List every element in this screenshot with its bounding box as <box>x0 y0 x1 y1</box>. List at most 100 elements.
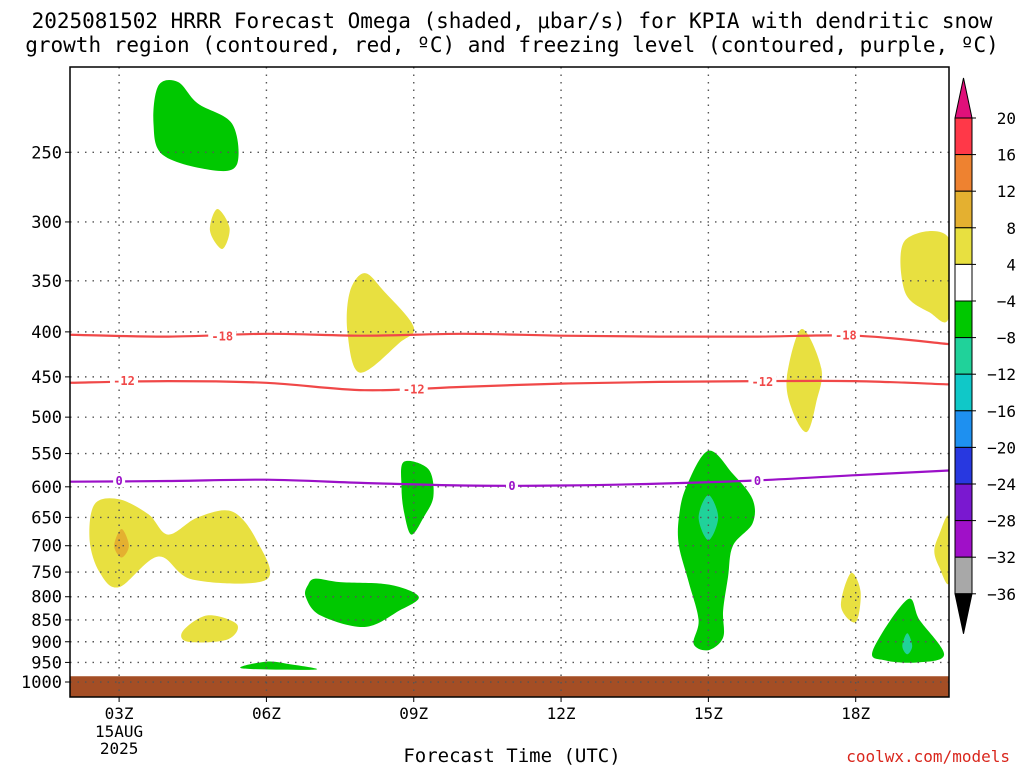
x-tick-label-03Z: 03Z <box>105 704 134 723</box>
contour-label--12: -12 <box>113 374 135 388</box>
colorbar-bin-11 <box>954 520 973 558</box>
omega-region-0 <box>153 79 239 172</box>
colorbar-label-10: −24 <box>987 475 1016 494</box>
contour-label-bg <box>110 373 139 388</box>
omega-region-8 <box>89 498 271 588</box>
colorbar-label-12: −32 <box>987 548 1016 567</box>
colorbar-label-0: 20 <box>997 109 1016 128</box>
omega-region-6 <box>677 450 755 651</box>
omega-region-15 <box>902 633 913 655</box>
plot-frame <box>69 66 950 698</box>
omega-region-9 <box>114 528 129 558</box>
y-tick-label-650: 650 <box>31 508 62 528</box>
contour-label-bg <box>751 473 764 488</box>
omega-region-5 <box>401 460 434 535</box>
y-tick-label-500: 500 <box>31 408 62 428</box>
y-axis: 2503003504004505005506006507007508008509… <box>21 143 70 693</box>
colorbar-bin-8 <box>954 410 973 448</box>
omega-region-2 <box>346 273 415 373</box>
colorbar-bin-0 <box>954 117 973 156</box>
x-date-label-0: 15AUG <box>95 722 143 741</box>
colorbar-bin-5 <box>954 300 973 339</box>
contour-label--12: -12 <box>403 382 425 396</box>
contour-label-bg <box>748 373 777 388</box>
ground-fill <box>70 676 949 697</box>
colorbar-bin-10 <box>954 483 973 522</box>
y-tick-label-250: 250 <box>31 143 62 163</box>
contour-label-0: 0 <box>508 479 515 493</box>
y-tick-label-750: 750 <box>31 563 62 583</box>
omega-region-14 <box>871 598 945 663</box>
colorbar-label-6: −8 <box>997 329 1016 348</box>
omega-shading <box>89 79 949 670</box>
colorbar: 20 16 12 8 4 −4 −8 −12 −16 −20 −24 −28 −32 −36 <box>954 77 1016 634</box>
omega-region-11 <box>305 578 419 628</box>
contour-label-bg <box>399 381 428 396</box>
y-tick-label-400: 400 <box>31 323 62 343</box>
y-tick-label-1000: 1000 <box>21 673 62 693</box>
omega-region-1 <box>209 208 230 250</box>
x-tick-label-18Z: 18Z <box>841 704 870 723</box>
colorbar-label-2: 12 <box>997 182 1016 201</box>
contour-label-bg <box>113 473 126 488</box>
temperature-contours: -18 -18 -12 -12 -12 0 0 0 <box>70 327 949 493</box>
colorbar-bin-7 <box>954 373 973 412</box>
plot-border <box>69 66 950 698</box>
x-tick-label-15Z: 15Z <box>694 704 723 723</box>
omega-region-10 <box>934 515 949 585</box>
colorbar-bin-1 <box>954 154 973 192</box>
contour-label--18: -18 <box>211 330 233 344</box>
colorbar-label-11: −28 <box>987 512 1016 531</box>
colorbar-label-3: 8 <box>1006 219 1016 238</box>
chart-title-line-2: growth region (contoured, red, ºC) and f… <box>25 33 999 57</box>
contour-label-0: 0 <box>115 474 122 488</box>
contour-label-0: 0 <box>754 474 761 488</box>
contour-label-bg <box>831 327 860 342</box>
omega-region-3 <box>900 230 949 323</box>
contour--18 <box>70 332 949 346</box>
colorbar-label-7: −12 <box>987 365 1016 384</box>
colorbar-bottom-arrow <box>954 593 973 634</box>
colorbar-label-9: −20 <box>987 438 1016 457</box>
y-tick-label-900: 900 <box>31 633 62 653</box>
y-tick-label-600: 600 <box>31 478 62 498</box>
colorbar-bin-4 <box>954 263 973 302</box>
contour-label--12: -12 <box>752 375 774 389</box>
colorbar-bin-3 <box>954 227 973 265</box>
colorbar-label-5: −4 <box>997 292 1016 311</box>
omega-region-13 <box>181 615 238 643</box>
omega-region-16 <box>240 661 318 670</box>
x-axis-label: Forecast Time (UTC) <box>403 745 621 767</box>
y-tick-label-800: 800 <box>31 588 62 608</box>
x-date-label-1: 2025 <box>100 739 139 758</box>
x-tick-label-09Z: 09Z <box>399 704 428 723</box>
colorbar-bin-6 <box>954 337 973 375</box>
colorbar-bin-9 <box>954 446 973 485</box>
colorbar-bin-12 <box>954 556 973 595</box>
y-tick-label-850: 850 <box>31 611 62 631</box>
x-tick-label-12Z: 12Z <box>547 704 576 723</box>
colorbar-label-1: 16 <box>997 146 1016 165</box>
colorbar-label-8: −16 <box>987 402 1016 421</box>
y-tick-label-950: 950 <box>31 653 62 673</box>
omega-region-12 <box>840 572 861 623</box>
y-tick-label-300: 300 <box>31 213 62 233</box>
credit-link[interactable]: coolwx.com/models <box>846 747 1010 766</box>
chart-title-line-1: 2025081502 HRRR Forecast Omega (shaded, … <box>31 9 993 33</box>
x-tick-label-06Z: 06Z <box>252 704 281 723</box>
colorbar-bin-2 <box>954 190 973 229</box>
colorbar-label-13: −36 <box>987 585 1016 604</box>
colorbar-label-4: 4 <box>1006 255 1016 274</box>
ground-layer <box>70 676 949 697</box>
y-tick-label-350: 350 <box>31 272 62 292</box>
contour--12 <box>70 379 949 392</box>
y-tick-label-700: 700 <box>31 537 62 557</box>
contour-label-bg <box>505 478 518 493</box>
y-tick-label-550: 550 <box>31 445 62 465</box>
contour-label-bg <box>208 328 237 343</box>
colorbar-top-arrow <box>954 77 973 119</box>
contour-label--18: -18 <box>835 329 857 343</box>
y-tick-label-450: 450 <box>31 368 62 388</box>
